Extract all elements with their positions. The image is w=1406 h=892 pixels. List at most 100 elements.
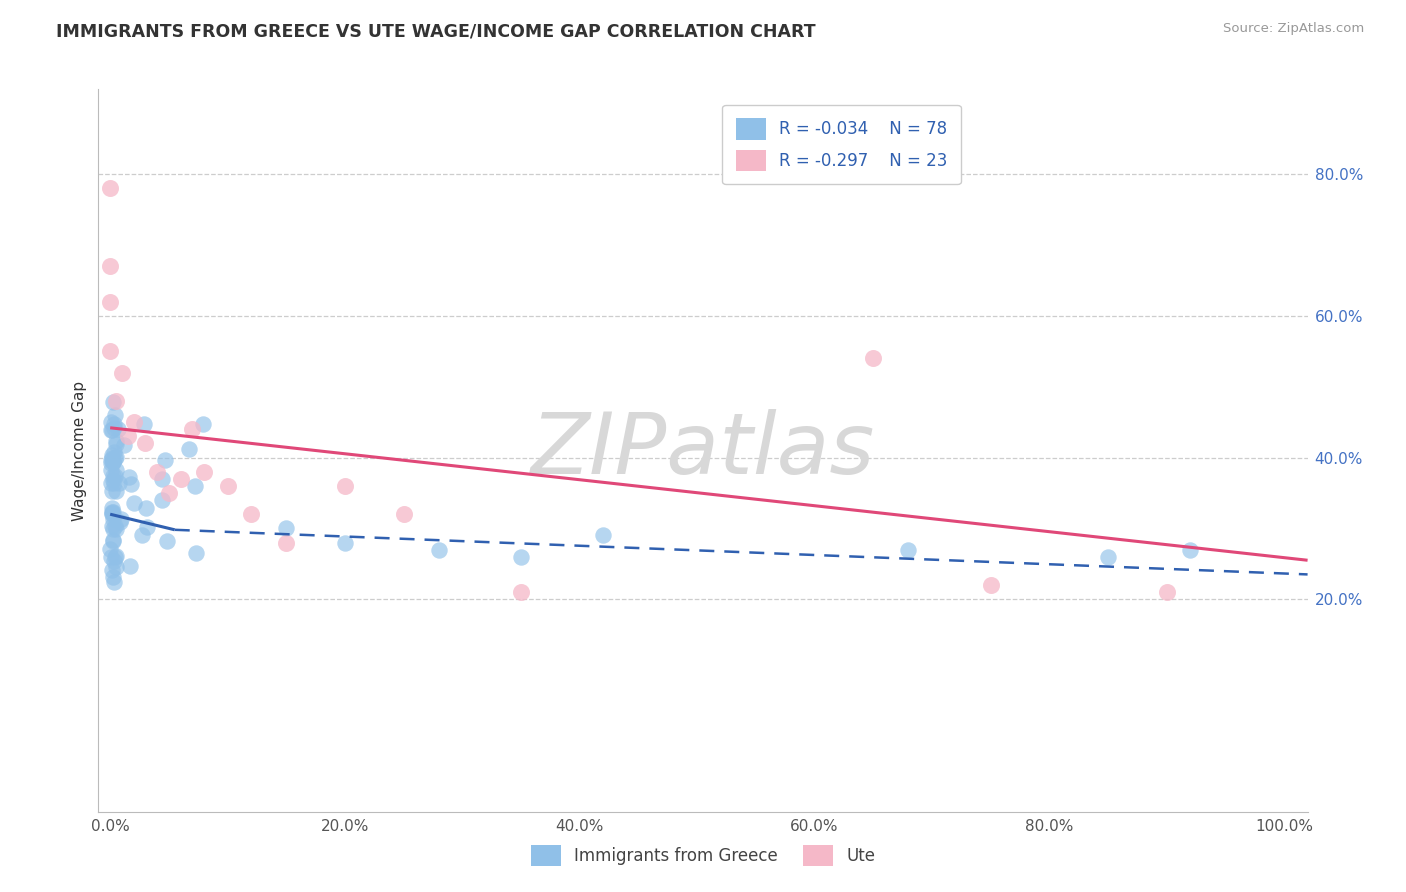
Y-axis label: Wage/Income Gap: Wage/Income Gap (72, 380, 87, 521)
Point (240, 507, 263, 521)
Point (118, 470, 141, 484)
Point (103, 522, 125, 536)
Point (131, 528, 153, 542)
Point (105, 560, 128, 574)
Point (101, 505, 124, 519)
Point (101, 507, 124, 521)
Point (100, 456, 122, 470)
Point (103, 476, 125, 491)
Point (169, 472, 191, 486)
Point (103, 454, 125, 468)
Point (108, 475, 131, 490)
Point (217, 479, 239, 493)
Point (101, 512, 124, 526)
Point (135, 500, 157, 515)
Point (100, 475, 122, 490)
Point (156, 533, 179, 548)
Point (103, 575, 125, 590)
Point (122, 415, 145, 429)
Point (101, 563, 124, 577)
Point (101, 423, 124, 437)
Point (100, 550, 122, 565)
Point (101, 570, 124, 584)
Point (103, 420, 125, 434)
Point (111, 366, 134, 380)
Point (100, 483, 122, 498)
Point (104, 408, 127, 422)
Point (101, 505, 124, 519)
Point (103, 554, 125, 568)
Point (101, 519, 124, 533)
Point (98, 181, 121, 195)
Point (104, 522, 127, 536)
Point (897, 542, 920, 557)
Point (104, 468, 127, 483)
Point (153, 453, 176, 467)
Point (1180, 542, 1202, 557)
Point (392, 507, 415, 521)
Point (101, 450, 124, 465)
Point (333, 479, 356, 493)
Point (103, 455, 125, 469)
Point (112, 437, 135, 451)
Point (980, 578, 1002, 592)
Point (101, 394, 124, 409)
Text: IMMIGRANTS FROM GREECE VS UTE WAGE/INCOME GAP CORRELATION CHART: IMMIGRANTS FROM GREECE VS UTE WAGE/INCOM… (56, 22, 815, 40)
Point (862, 351, 884, 366)
Point (101, 507, 124, 521)
Point (100, 452, 122, 467)
Legend: R = -0.034    N = 78, R = -0.297    N = 23: R = -0.034 N = 78, R = -0.297 N = 23 (723, 104, 960, 185)
Point (98, 260, 121, 274)
Point (193, 465, 215, 479)
Point (103, 468, 125, 483)
Point (105, 393, 128, 408)
Point (146, 465, 169, 479)
Point (101, 533, 124, 548)
Point (150, 492, 173, 507)
Point (101, 473, 124, 487)
Point (100, 415, 122, 429)
Point (276, 535, 298, 549)
Point (333, 535, 356, 549)
Point (108, 515, 131, 529)
Point (101, 455, 124, 469)
Point (98, 294, 121, 309)
Point (150, 472, 173, 486)
Point (181, 422, 204, 436)
Point (427, 542, 450, 557)
Point (100, 462, 122, 476)
Point (101, 448, 124, 462)
Point (104, 549, 127, 564)
Point (1156, 585, 1178, 599)
Point (104, 463, 127, 477)
Legend: Immigrants from Greece, Ute: Immigrants from Greece, Ute (523, 837, 883, 875)
Point (101, 533, 124, 548)
Point (191, 417, 214, 432)
Point (124, 496, 146, 510)
Point (105, 434, 128, 449)
Point (510, 549, 533, 564)
Point (276, 521, 298, 535)
Point (104, 518, 127, 533)
Point (177, 442, 200, 457)
Point (105, 450, 128, 464)
Point (592, 528, 614, 542)
Point (120, 558, 142, 573)
Point (184, 545, 207, 559)
Point (184, 479, 207, 493)
Point (134, 436, 156, 450)
Point (132, 417, 155, 432)
Point (105, 437, 128, 451)
Text: ZIPatlas: ZIPatlas (531, 409, 875, 492)
Point (1097, 549, 1119, 564)
Point (120, 476, 142, 491)
Point (157, 486, 180, 500)
Point (110, 512, 132, 526)
Point (105, 549, 128, 563)
Point (100, 423, 122, 437)
Point (117, 429, 139, 443)
Point (136, 520, 159, 534)
Point (104, 450, 127, 465)
Point (510, 585, 533, 599)
Text: Source: ZipAtlas.com: Source: ZipAtlas.com (1223, 22, 1364, 36)
